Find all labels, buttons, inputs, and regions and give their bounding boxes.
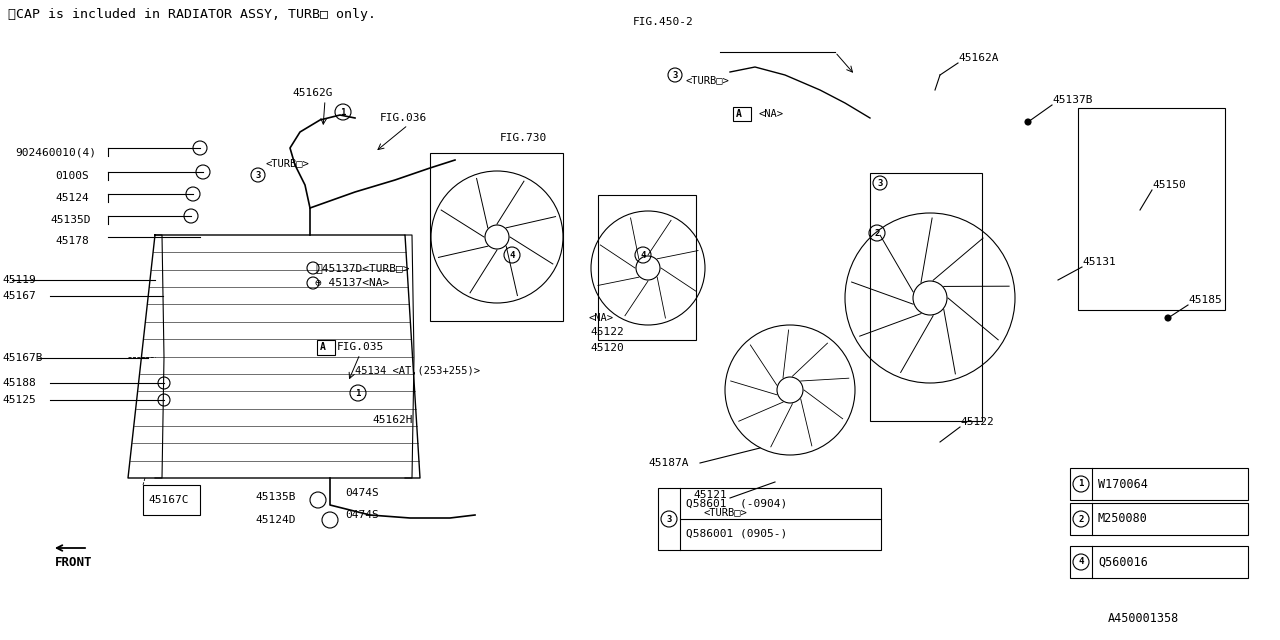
Text: ※CAP is included in RADIATOR ASSY, TURB□ only.: ※CAP is included in RADIATOR ASSY, TURB□… xyxy=(8,8,376,20)
Bar xyxy=(143,485,200,515)
Text: 45150: 45150 xyxy=(1152,180,1185,190)
Text: Q586001 (0905-): Q586001 (0905-) xyxy=(686,529,787,539)
Text: 0474S: 0474S xyxy=(346,488,379,498)
Text: 45135D: 45135D xyxy=(50,215,91,225)
Text: <TURB□>: <TURB□> xyxy=(265,158,308,168)
Text: 0474S: 0474S xyxy=(346,510,379,520)
Text: 45122: 45122 xyxy=(590,327,623,337)
Text: FRONT: FRONT xyxy=(55,556,92,568)
Text: W170064: W170064 xyxy=(1098,477,1148,490)
Bar xyxy=(598,195,696,340)
Text: FIG.730: FIG.730 xyxy=(500,133,548,143)
Text: 45162H: 45162H xyxy=(372,415,412,425)
Text: 45162G: 45162G xyxy=(292,88,333,98)
Text: 45122: 45122 xyxy=(960,417,993,427)
Text: FIG.035: FIG.035 xyxy=(337,342,384,352)
Text: 45135B: 45135B xyxy=(255,492,296,502)
Text: 45185: 45185 xyxy=(1188,295,1221,305)
Circle shape xyxy=(1165,315,1171,321)
Text: A: A xyxy=(320,342,326,352)
Text: 0100S: 0100S xyxy=(55,171,88,181)
Text: 1: 1 xyxy=(356,388,361,397)
Bar xyxy=(733,107,751,121)
Text: M250080: M250080 xyxy=(1098,513,1148,525)
Text: 45120: 45120 xyxy=(590,343,623,353)
Bar xyxy=(1070,503,1248,535)
Circle shape xyxy=(1025,119,1030,125)
Bar xyxy=(430,153,563,321)
Bar xyxy=(1070,546,1248,578)
Text: A450001358: A450001358 xyxy=(1108,611,1179,625)
Text: 45119: 45119 xyxy=(3,275,36,285)
Text: FIG.450-2: FIG.450-2 xyxy=(634,17,694,27)
Bar xyxy=(1078,108,1225,310)
Text: 3: 3 xyxy=(672,70,677,79)
Text: 45188: 45188 xyxy=(3,378,36,388)
Text: ⊕ 45137<NA>: ⊕ 45137<NA> xyxy=(315,278,389,288)
Text: 45134 <AT.(253+255)>: 45134 <AT.(253+255)> xyxy=(355,365,480,375)
Text: 3: 3 xyxy=(255,170,261,179)
Bar xyxy=(870,173,982,421)
Text: Q560016: Q560016 xyxy=(1098,556,1148,568)
Text: Q58601  (-0904): Q58601 (-0904) xyxy=(686,498,787,508)
Text: 45124: 45124 xyxy=(55,193,88,203)
Text: 45167: 45167 xyxy=(3,291,36,301)
Text: 4: 4 xyxy=(509,250,515,259)
Text: 45125: 45125 xyxy=(3,395,36,405)
Text: FIG.036: FIG.036 xyxy=(380,113,428,123)
Bar xyxy=(1070,468,1248,500)
Text: 45187A: 45187A xyxy=(648,458,689,468)
Text: 4: 4 xyxy=(640,250,645,259)
Text: 2: 2 xyxy=(874,228,879,237)
Text: 45121: 45121 xyxy=(692,490,727,500)
Text: 3: 3 xyxy=(877,179,883,188)
Text: 45124D: 45124D xyxy=(255,515,296,525)
Text: <NA>: <NA> xyxy=(758,109,783,119)
Text: ※45137D<TURB□>: ※45137D<TURB□> xyxy=(315,263,410,273)
Text: 45167C: 45167C xyxy=(148,495,188,505)
Text: 45167B: 45167B xyxy=(3,353,42,363)
Text: 902460010(4): 902460010(4) xyxy=(15,147,96,157)
Text: <TURB□>: <TURB□> xyxy=(703,507,746,517)
Text: 1: 1 xyxy=(340,108,346,116)
Text: 2: 2 xyxy=(1078,515,1084,524)
Text: A: A xyxy=(736,109,742,119)
Text: 45131: 45131 xyxy=(1082,257,1116,267)
Text: <TURB□>: <TURB□> xyxy=(685,75,728,85)
Text: 1: 1 xyxy=(1078,479,1084,488)
Text: <NA>: <NA> xyxy=(588,313,613,323)
Text: 4: 4 xyxy=(1078,557,1084,566)
Text: 45162A: 45162A xyxy=(957,53,998,63)
Bar xyxy=(658,488,881,550)
Text: 45137B: 45137B xyxy=(1052,95,1093,105)
Text: 45178: 45178 xyxy=(55,236,88,246)
Bar xyxy=(317,340,335,355)
Text: 3: 3 xyxy=(667,515,672,524)
